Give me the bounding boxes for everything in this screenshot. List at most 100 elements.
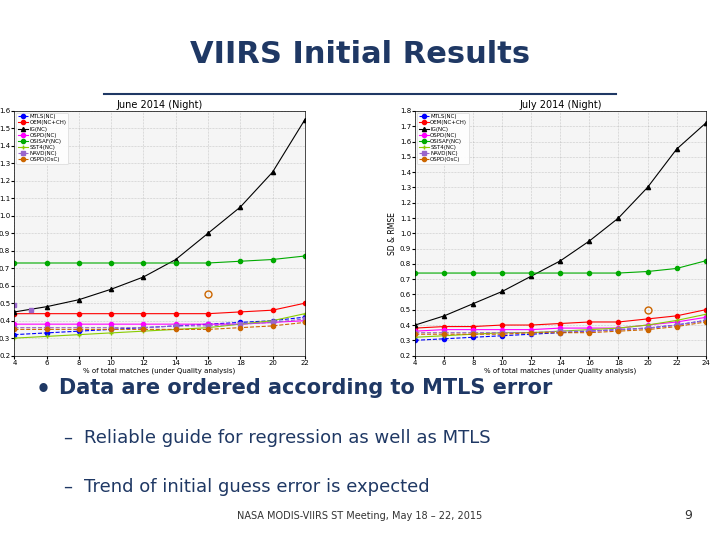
SST4(NC)	[672, 317, 681, 323]
SST4(NC)	[585, 326, 594, 333]
NAVD(NC)	[672, 322, 681, 328]
OSPD(OsC)	[411, 331, 420, 338]
MTLS(NC)	[527, 331, 536, 338]
SST4(NC)	[411, 334, 420, 341]
IG(NC)	[10, 309, 19, 315]
IG(NC)	[107, 286, 115, 293]
OSISAF(NC)	[42, 260, 51, 266]
OSPD(OsC)	[498, 331, 507, 338]
NAVD(NC)	[469, 329, 477, 336]
IG(NC)	[139, 274, 148, 280]
OSPD(NC)	[171, 321, 180, 327]
NAVD(NC)	[585, 328, 594, 334]
OSPD(OsC)	[204, 326, 212, 333]
IG(NC)	[672, 146, 681, 152]
OSPD(NC)	[139, 321, 148, 327]
OEM(NC+CH)	[672, 313, 681, 319]
OSISAF(NC)	[171, 260, 180, 266]
OSPD(NC)	[411, 328, 420, 334]
Line: OEM(NC+CH): OEM(NC+CH)	[413, 308, 708, 330]
OSISAF(NC)	[10, 260, 19, 266]
MTLS(NC)	[139, 325, 148, 331]
SST4(NC)	[643, 322, 652, 328]
OSPD(OsC)	[75, 326, 84, 333]
OSPD(OsC)	[42, 326, 51, 333]
Line: SST4(NC): SST4(NC)	[413, 312, 708, 339]
MTLS(NC)	[614, 326, 623, 333]
OSPD(OsC)	[527, 329, 536, 336]
SST4(NC)	[75, 332, 84, 338]
IG(NC)	[411, 322, 420, 328]
IG(NC)	[440, 313, 449, 319]
Text: Reliable guide for regression as well as MTLS: Reliable guide for regression as well as…	[84, 429, 490, 447]
X-axis label: % of total matches (under Quality analysis): % of total matches (under Quality analys…	[84, 367, 235, 374]
Line: IG(NC): IG(NC)	[413, 121, 708, 327]
Text: Data are ordered according to MTLS error: Data are ordered according to MTLS error	[59, 378, 553, 398]
Legend: MTLS(NC), OEM(NC+CH), IG(NC), OSPD(NC), OSISAF(NC), SST4(NC), NAVD(NC), OSPD(OsC: MTLS(NC), OEM(NC+CH), IG(NC), OSPD(NC), …	[16, 113, 68, 164]
Line: MTLS(NC): MTLS(NC)	[12, 315, 307, 337]
MTLS(NC)	[701, 317, 710, 323]
OEM(NC+CH)	[204, 310, 212, 317]
MTLS(NC)	[204, 321, 212, 327]
MTLS(NC)	[300, 314, 309, 320]
OSPD(OsC)	[701, 319, 710, 325]
NAVD(NC)	[300, 316, 309, 322]
OEM(NC+CH)	[643, 316, 652, 322]
MTLS(NC)	[556, 329, 564, 336]
OEM(NC+CH)	[585, 319, 594, 325]
OSPD(OsC)	[269, 323, 277, 329]
OSISAF(NC)	[527, 270, 536, 276]
Text: –: –	[63, 477, 72, 496]
OSPD(OsC)	[469, 331, 477, 338]
OSPD(NC)	[498, 326, 507, 333]
OEM(NC+CH)	[701, 307, 710, 313]
Line: OSISAF(NC): OSISAF(NC)	[12, 254, 307, 265]
Line: SST4(NC): SST4(NC)	[12, 312, 307, 340]
Text: NASA MODIS-VIIRS ST Meeting, May 18 – 22, 2015: NASA MODIS-VIIRS ST Meeting, May 18 – 22…	[238, 511, 482, 521]
SST4(NC)	[300, 310, 309, 317]
OSISAF(NC)	[300, 253, 309, 259]
MTLS(NC)	[107, 326, 115, 333]
SST4(NC)	[42, 333, 51, 340]
NAVD(NC)	[556, 328, 564, 334]
OEM(NC+CH)	[300, 300, 309, 306]
IG(NC)	[527, 273, 536, 279]
Line: OEM(NC+CH): OEM(NC+CH)	[12, 301, 307, 316]
NAVD(NC)	[139, 325, 148, 331]
NAVD(NC)	[527, 329, 536, 336]
MTLS(NC)	[469, 334, 477, 341]
OSISAF(NC)	[614, 270, 623, 276]
Line: OSPD(OsC): OSPD(OsC)	[12, 320, 307, 332]
NAVD(NC)	[498, 329, 507, 336]
OSPD(OsC)	[10, 326, 19, 333]
OEM(NC+CH)	[171, 310, 180, 317]
OEM(NC+CH)	[42, 310, 51, 317]
OSISAF(NC)	[411, 270, 420, 276]
MTLS(NC)	[236, 319, 245, 326]
OSPD(OsC)	[440, 331, 449, 338]
OSPD(OsC)	[300, 319, 309, 326]
NAVD(NC)	[42, 325, 51, 331]
Text: 9: 9	[684, 509, 692, 522]
IG(NC)	[498, 288, 507, 295]
OSPD(OsC)	[614, 328, 623, 334]
IG(NC)	[300, 117, 309, 123]
OEM(NC+CH)	[236, 309, 245, 315]
SST4(NC)	[701, 311, 710, 318]
MTLS(NC)	[440, 335, 449, 342]
OSPD(OsC)	[556, 329, 564, 336]
OSPD(NC)	[585, 325, 594, 332]
OSPD(NC)	[469, 326, 477, 333]
Title: July 2014 (Night): July 2014 (Night)	[519, 100, 602, 110]
NAVD(NC)	[10, 325, 19, 331]
IG(NC)	[204, 230, 212, 237]
IG(NC)	[585, 238, 594, 244]
OSPD(NC)	[75, 321, 84, 327]
OSPD(OsC)	[139, 326, 148, 333]
OEM(NC+CH)	[498, 322, 507, 328]
MTLS(NC)	[585, 328, 594, 334]
NAVD(NC)	[269, 319, 277, 326]
OEM(NC+CH)	[10, 310, 19, 317]
IG(NC)	[556, 258, 564, 264]
OEM(NC+CH)	[107, 310, 115, 317]
